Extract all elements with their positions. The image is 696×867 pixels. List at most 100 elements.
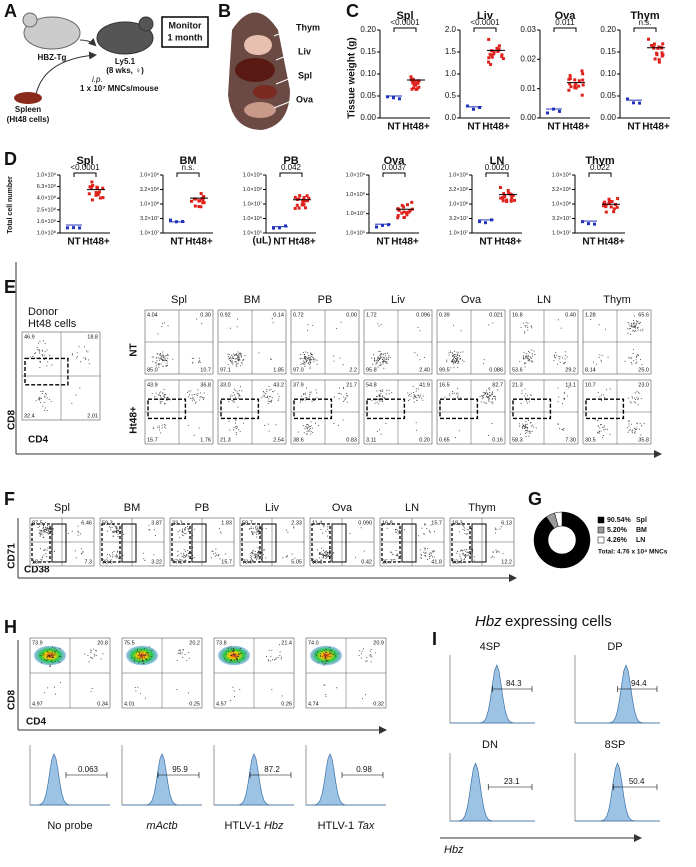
event [52,657,54,659]
event [43,536,45,538]
legend-value: 4.26% [607,537,628,544]
event [309,429,310,431]
event [384,355,386,357]
event [236,426,238,428]
event [486,402,488,404]
event [496,550,498,552]
y-tick-label: 3.2×10⁸ [140,186,159,193]
event [384,359,386,361]
event [230,659,232,661]
event [44,529,46,531]
event [141,653,142,655]
y-tick-label: 1.0×10⁹ [449,171,468,178]
quadrant-value: 25.0 [638,367,649,373]
event [467,554,469,556]
event [144,560,146,561]
event [164,396,166,398]
event [237,406,239,408]
event [178,652,180,654]
column-title: Ova [332,502,353,514]
event [228,420,230,422]
event [398,557,399,559]
event [323,526,325,528]
dot [501,195,505,199]
event [237,393,239,395]
event [415,395,417,397]
event [302,425,304,427]
x-tick-label: NT [627,122,640,133]
event [217,555,219,557]
event [158,357,160,359]
event [635,323,637,324]
event [603,429,605,431]
event [165,424,167,426]
event [522,425,524,427]
event [141,659,143,661]
event [427,559,428,560]
event [634,392,636,394]
event [454,397,456,399]
event [255,523,257,525]
event [525,353,527,355]
event [379,395,381,397]
y-tick-label: 1.0×10⁷ [140,229,159,236]
event [218,554,219,556]
event [236,659,238,660]
event [322,557,324,559]
y-tick-label: 1.0×10⁸ [449,200,468,207]
event [534,354,536,355]
event [270,358,272,360]
event [112,531,113,533]
event [263,392,265,394]
event [116,528,118,530]
event [495,396,497,398]
event [399,529,401,531]
quadrant-value: 47.2 [172,559,183,565]
event [232,362,234,364]
event [637,353,639,355]
event [183,528,185,530]
dot [405,211,409,215]
event [176,659,178,661]
event [422,395,424,397]
event [492,394,494,395]
event [54,654,56,656]
event [560,327,562,329]
event [179,558,181,560]
quadrant-value: 5.05 [291,559,302,565]
event [52,662,54,664]
event [525,357,527,359]
event [177,531,179,533]
event [366,656,368,658]
event [387,352,388,354]
event [115,532,117,534]
event [628,323,630,325]
event [525,424,527,426]
event [452,355,454,356]
event [264,425,265,426]
event [145,657,147,659]
quadrant-value: 63.4 [452,559,463,565]
dot [656,46,660,50]
event [457,392,459,394]
event [467,533,469,535]
event [282,557,284,559]
event [251,555,253,557]
event [188,552,190,554]
event [380,389,382,391]
event [395,550,397,551]
quadrant-value: 0.14 [273,312,284,318]
event [82,551,83,553]
event [158,427,160,429]
event [38,357,40,359]
y-tick-label: 1.0×10⁹ [140,171,159,178]
x-tick-label: Ht48+ [642,122,670,133]
event [166,399,168,401]
event [561,357,563,359]
event [39,534,41,536]
event [636,423,638,425]
event [303,358,305,360]
event [377,357,379,359]
dot [392,96,395,100]
quadrant-value: 10.7 [200,367,211,373]
